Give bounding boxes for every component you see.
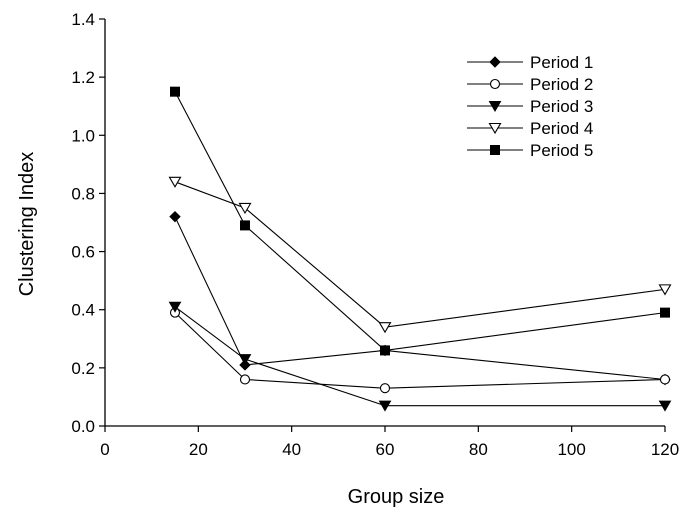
legend: Period 1 Period 2 Period 3 Period 4 Period 5 [467,53,593,160]
legend-marker-period-4 [488,122,502,135]
y-tick-label: 0.2 [71,359,95,378]
series-line-period-1 [174,216,666,381]
series-line-period-2 [174,312,666,389]
y-tick-label: 0.6 [71,243,95,262]
y-tick-label: 0.8 [71,184,95,203]
x-axis-title: Group size [348,486,445,508]
x-tick-label: 120 [651,440,679,459]
data-point-period-2 [379,383,391,394]
axis-ticks: 0.0 0.2 0.4 0.6 0.8 1.0 1.2 1.4 0 20 40 60 80 100 120 [71,10,679,459]
y-tick-label: 1.2 [71,68,95,87]
data-point-period-1 [169,210,181,223]
legend-label-period-2: Period 2 [530,75,593,94]
data-point-period-4 [378,322,392,334]
legend-marker-period-5 [490,145,500,155]
y-tick-label: 0.4 [71,301,95,320]
legend-marker-period-2 [489,78,501,90]
x-tick-label: 80 [469,440,488,459]
x-tick-label: 60 [376,440,395,459]
x-tick-label: 100 [557,440,585,459]
data-point-period-3 [168,301,182,313]
series-line-period-5 [174,91,666,351]
x-tick-label: 0 [100,440,109,459]
legend-label-period-5: Period 5 [530,141,593,160]
data-point-period-3 [378,400,392,412]
series-line-period-3 [174,306,665,407]
y-tick-label: 0.0 [71,417,95,436]
data-point-period-5 [660,307,670,318]
series-line-period-4 [174,181,666,328]
legend-marker-period-1 [489,56,501,68]
data-point-period-5 [240,220,250,231]
data-point-period-2 [659,374,671,385]
data-point-period-4 [658,284,672,296]
legend-label-period-4: Period 4 [530,119,593,138]
legend-label-period-1: Period 1 [530,53,593,72]
data-point-period-5 [380,345,390,356]
data-point-period-4 [168,176,182,188]
data-point-period-3 [238,354,252,366]
data-point-period-5 [170,86,180,97]
y-axis-title: Clustering Index [16,152,38,297]
series-lines [174,91,666,407]
legend-marker-period-3 [488,101,502,112]
data-point-period-2 [239,374,251,385]
x-tick-label: 40 [282,440,301,459]
series-markers [168,86,672,412]
data-point-period-3 [658,400,672,412]
x-tick-label: 20 [189,440,208,459]
data-point-period-4 [238,202,252,215]
legend-label-period-3: Period 3 [530,97,593,116]
y-tick-label: 1.0 [71,126,95,145]
y-tick-label: 1.4 [71,10,95,29]
